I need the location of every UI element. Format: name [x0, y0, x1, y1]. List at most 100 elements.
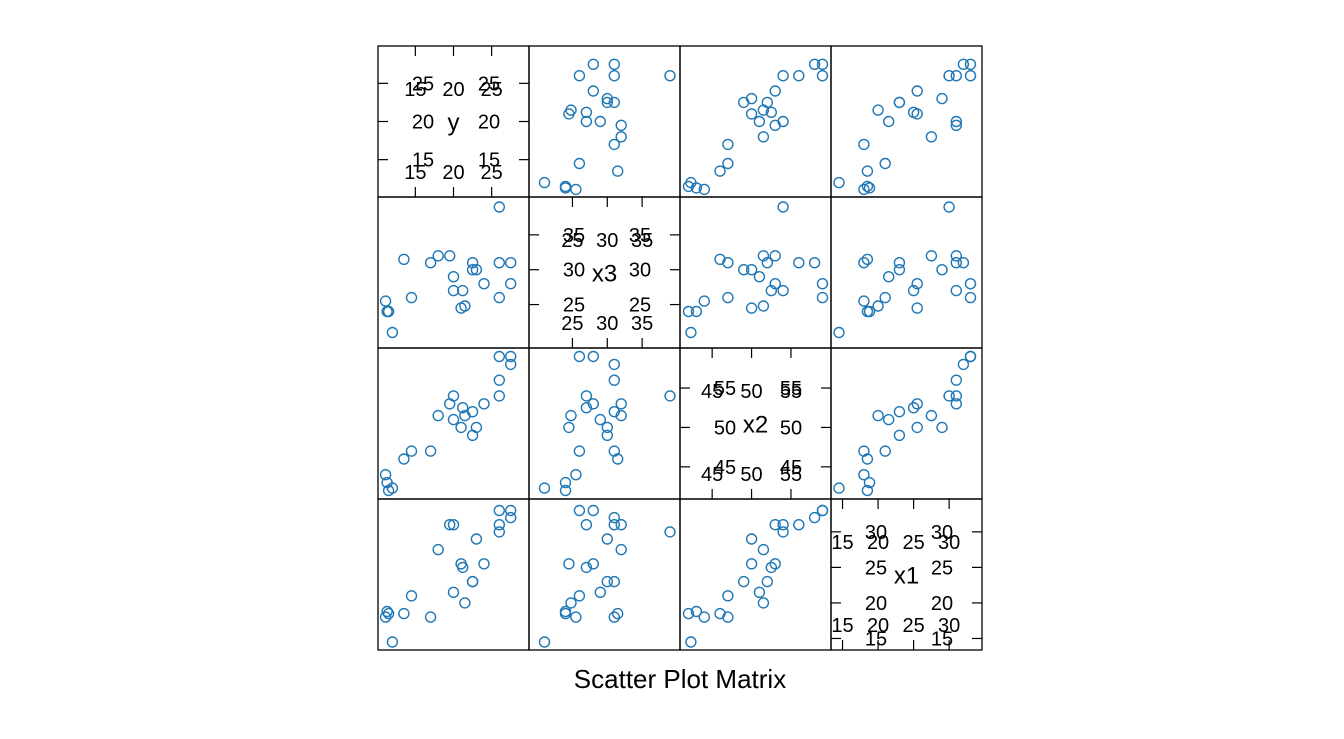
point-x2-vs-x3-15	[664, 390, 676, 402]
point-x3-vs-x1-5	[858, 257, 870, 269]
point-y-vs-x1-21	[964, 69, 977, 82]
point-x1-vs-y-12	[466, 575, 479, 588]
tick-label-bottom-y-15: 15	[404, 162, 426, 184]
point-x2-vs-x3-19	[608, 358, 620, 371]
point-y-vs-x2-2	[690, 182, 703, 194]
point-y-vs-x2-6	[722, 157, 734, 170]
point-x2-vs-y-18	[493, 374, 505, 386]
point-x1-vs-y-13	[455, 558, 467, 570]
point-x3-vs-y-3	[379, 295, 392, 307]
point-x3-vs-y-10	[457, 284, 469, 297]
point-x1-vs-y-5	[424, 611, 437, 623]
point-x1-vs-y-8	[459, 597, 471, 609]
point-x2-vs-x1-21	[964, 350, 977, 363]
point-x1-vs-x2-11	[769, 558, 781, 570]
point-x2-vs-x3-5	[608, 445, 620, 457]
point-x1-vs-y-18	[493, 519, 505, 531]
point-y-vs-x3-5	[608, 138, 620, 151]
point-x3-vs-x2-6	[722, 291, 734, 304]
diagonal-label-x2: x2	[743, 412, 768, 439]
tick-label-left-x3-25: 25	[563, 295, 585, 317]
point-y-vs-x3-11	[587, 85, 599, 97]
point-y-vs-x1-19	[957, 58, 970, 71]
point-x3-vs-x1-9	[893, 264, 906, 276]
point-y-vs-x3-17	[580, 115, 593, 128]
panel-x1-vs-x3	[528, 498, 681, 651]
tick-label-left-x1-25: 25	[865, 557, 887, 579]
point-x2-vs-x3-13	[563, 421, 575, 434]
panel-x3-vs-x1	[830, 196, 983, 349]
tick-label-right-x3-30: 30	[629, 260, 651, 282]
point-x1-vs-x2-12	[761, 575, 773, 588]
panel-x1-vs-x1	[830, 498, 983, 651]
point-x1-vs-x2-15	[777, 526, 789, 538]
point-x2-vs-y-10	[457, 402, 469, 414]
point-x2-vs-x3-2	[559, 476, 572, 489]
point-x2-vs-y-7	[447, 413, 460, 426]
point-x2-vs-y-21	[493, 350, 505, 363]
point-x1-vs-x3-17	[580, 519, 593, 531]
point-x1-vs-x3-21	[573, 504, 586, 517]
point-x1-vs-x3-4	[612, 607, 624, 620]
point-y-vs-x2-22	[769, 119, 781, 132]
tick-label-top-x1-30: 30	[938, 532, 960, 554]
point-x2-vs-x1-16	[936, 421, 948, 434]
point-x1-vs-x2-9	[738, 575, 750, 588]
tick-label-right-y-15: 15	[478, 150, 500, 172]
diagonal-label-y: y	[448, 110, 460, 137]
point-x3-vs-x2-13	[745, 302, 758, 314]
tick-label-bottom-x1-25: 25	[902, 615, 924, 637]
point-x2-vs-x1-11	[911, 398, 923, 410]
point-x1-vs-x2-19	[808, 511, 821, 524]
point-x2-vs-y-5	[424, 445, 437, 457]
point-x1-vs-x3-19	[608, 511, 620, 524]
point-x1-vs-y-11	[478, 558, 490, 570]
point-x3-vs-y-9	[466, 264, 479, 276]
tick-label-top-x2-45: 45	[701, 381, 723, 403]
point-y-vs-x2-21	[816, 69, 829, 82]
tick-label-right-x1-25: 25	[931, 557, 953, 579]
point-x2-vs-x1-13	[911, 421, 923, 434]
point-x2-vs-y-11	[478, 398, 490, 410]
point-y-vs-x2-5	[722, 138, 734, 151]
point-x2-vs-x3-7	[594, 413, 606, 426]
point-x1-vs-x3-3	[570, 611, 582, 623]
tick-label-bottom-x1-20: 20	[867, 615, 889, 637]
point-x3-vs-y-18	[493, 257, 505, 269]
point-x1-vs-x2-5	[722, 611, 734, 623]
tick-label-bottom-x2-45: 45	[701, 464, 723, 486]
point-x1-vs-y-1	[382, 607, 395, 620]
point-x1-vs-y-0	[386, 636, 399, 648]
tick-label-left-x1-15: 15	[865, 628, 887, 650]
point-x3-vs-x2-3	[698, 295, 710, 307]
point-y-vs-x3-9	[601, 96, 613, 109]
tick-label-left-y-15: 15	[412, 150, 434, 172]
point-x3-vs-x2-20	[816, 278, 829, 290]
point-y-vs-x2-19	[808, 58, 821, 71]
point-x1-vs-x2-22	[769, 519, 781, 531]
tick-label-left-x2-55: 55	[714, 378, 736, 400]
tick-label-right-x1-30: 30	[931, 522, 953, 544]
tick-label-right-y-20: 20	[478, 112, 500, 134]
point-y-vs-x1-14	[925, 131, 938, 143]
point-y-vs-x1-6	[879, 157, 891, 170]
tick-label-left-x2-45: 45	[714, 457, 736, 479]
point-x2-vs-x1-22	[950, 398, 962, 410]
point-y-vs-x1-1	[861, 180, 874, 193]
tick-label-bottom-x3-30: 30	[596, 313, 618, 335]
point-x3-vs-y-7	[447, 271, 460, 283]
point-x2-vs-x1-6	[879, 445, 891, 457]
point-x2-vs-y-16	[470, 421, 483, 434]
point-y-vs-x2-14	[757, 131, 770, 143]
point-x3-vs-x1-21	[964, 291, 977, 304]
panel-x3-vs-y	[377, 196, 530, 349]
point-y-vs-x2-18	[793, 69, 805, 82]
tick-label-right-y-25: 25	[478, 73, 500, 95]
point-x1-vs-x2-3	[698, 611, 710, 623]
point-x1-vs-x3-15	[664, 526, 676, 538]
tick-label-left-x3-30: 30	[563, 260, 585, 282]
point-x1-vs-x2-14	[757, 543, 770, 556]
tick-label-bottom-x2-55: 55	[780, 464, 802, 486]
point-y-vs-x3-7	[594, 115, 606, 128]
point-y-vs-x1-15	[943, 69, 955, 82]
